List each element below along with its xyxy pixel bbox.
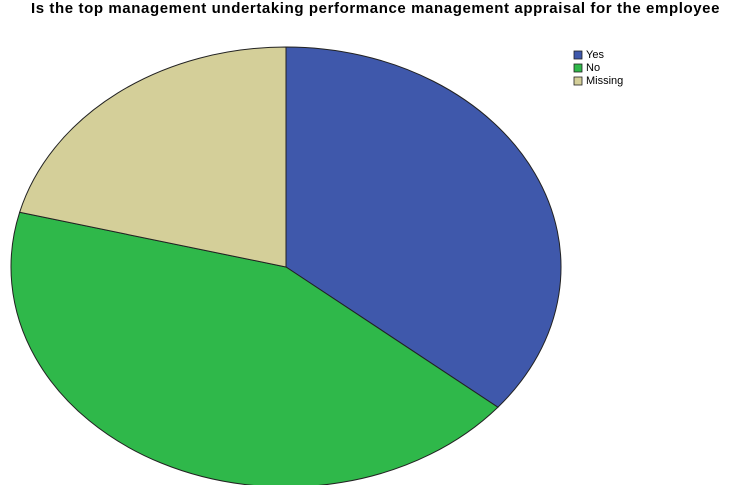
legend-swatch bbox=[573, 63, 583, 73]
legend-label: No bbox=[586, 62, 600, 74]
legend-swatch bbox=[573, 50, 583, 60]
legend-label: Yes bbox=[586, 49, 604, 61]
legend-label: Missing bbox=[586, 75, 623, 87]
pie-slice bbox=[18, 46, 287, 268]
pie-slice bbox=[285, 46, 562, 408]
pie-slice bbox=[10, 211, 499, 485]
legend-swatch bbox=[573, 76, 583, 86]
chart-title: Is the top management undertaking perfor… bbox=[30, 0, 721, 17]
